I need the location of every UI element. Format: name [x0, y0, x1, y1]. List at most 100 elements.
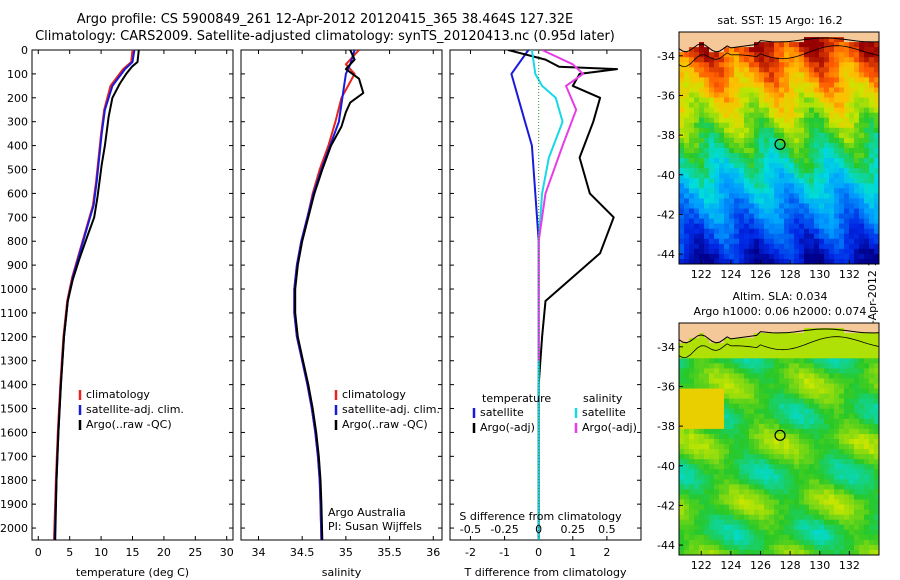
- map-cell: [744, 378, 750, 384]
- map-cell: [784, 67, 790, 73]
- map-cell: [684, 439, 690, 445]
- map-cell: [724, 72, 730, 78]
- map-cell: [834, 132, 840, 139]
- map-cell: [754, 373, 760, 379]
- map-cell: [869, 393, 875, 400]
- map-cell: [734, 198, 740, 204]
- map-cell: [849, 127, 855, 134]
- map-cell: [729, 127, 735, 134]
- map-cell: [709, 539, 715, 546]
- map-cell: [709, 37, 715, 43]
- map-cell: [794, 243, 800, 250]
- map-cell: [804, 338, 810, 344]
- map-cell: [789, 142, 795, 149]
- map-cell: [789, 37, 795, 43]
- map-cell: [719, 418, 725, 425]
- map-cell: [854, 112, 860, 119]
- map-cell: [839, 388, 845, 395]
- map-cell: [829, 449, 835, 455]
- map-cell: [769, 338, 775, 344]
- map-cell: [699, 408, 705, 415]
- map-cell: [709, 328, 715, 334]
- map-cell: [734, 77, 740, 83]
- map-cell: [819, 132, 825, 139]
- map-cell: [844, 449, 850, 455]
- map-cell: [809, 248, 815, 255]
- map-cell: [859, 148, 865, 154]
- map-cell: [754, 544, 760, 551]
- map-cell: [679, 403, 685, 410]
- map-cell: [819, 153, 825, 159]
- map-cell: [859, 549, 865, 555]
- map-cell: [699, 439, 705, 445]
- map-cell: [809, 353, 815, 359]
- map-cell: [794, 32, 800, 38]
- map-cell: [799, 137, 805, 144]
- map-cell: [729, 323, 735, 329]
- map-cell: [869, 398, 875, 405]
- map-cell: [789, 42, 795, 48]
- map-cell: [804, 504, 810, 511]
- map-cell: [739, 433, 745, 440]
- map-cell: [874, 479, 879, 485]
- map-cell: [699, 449, 705, 455]
- map-cell: [724, 484, 730, 490]
- map-cell: [699, 494, 705, 500]
- map-cell: [799, 403, 805, 410]
- map-cell: [719, 82, 725, 88]
- map-cell: [784, 228, 790, 235]
- map-cell: [804, 228, 810, 235]
- map-cell: [779, 42, 785, 48]
- map-cell: [714, 439, 720, 445]
- map-cell: [744, 474, 750, 480]
- map-cell: [814, 137, 820, 144]
- map-cell: [874, 459, 879, 465]
- map-cell: [819, 107, 825, 114]
- map-cell: [814, 72, 820, 78]
- map-cell: [809, 233, 815, 240]
- map-cell: [809, 148, 815, 154]
- map-cell: [854, 117, 860, 124]
- map-cell: [679, 388, 685, 395]
- map-cell: [729, 529, 735, 536]
- map-cell: [774, 449, 780, 455]
- map-cell: [709, 474, 715, 480]
- map-cell: [734, 549, 740, 555]
- map-cell: [839, 208, 845, 214]
- map-cell: [804, 233, 810, 240]
- map-cell: [844, 383, 850, 389]
- map-cell: [759, 489, 765, 495]
- map-cell: [719, 383, 725, 389]
- map-cell: [704, 107, 710, 114]
- map-cell: [874, 42, 879, 48]
- map-cell: [834, 373, 840, 379]
- map-cell: [779, 479, 785, 485]
- map-cell: [794, 439, 800, 445]
- map-cell: [759, 418, 765, 425]
- map-cell: [824, 238, 830, 245]
- map-cell: [759, 504, 765, 511]
- map-cell: [759, 107, 765, 114]
- map-cell: [849, 358, 855, 364]
- map-cell: [839, 353, 845, 359]
- map-cell: [864, 373, 870, 379]
- map-cell: [739, 338, 745, 344]
- map-cell: [829, 499, 835, 505]
- map-cell: [779, 474, 785, 480]
- map-cell: [724, 348, 730, 354]
- map-cell: [774, 514, 780, 521]
- map-cell: [839, 102, 845, 109]
- map-cell: [759, 62, 765, 68]
- map-cell: [684, 178, 690, 184]
- map-cell: [824, 72, 830, 78]
- map-cell: [764, 52, 770, 58]
- map-cell: [744, 102, 750, 109]
- map-cell: [784, 333, 790, 339]
- map-cell: [749, 524, 755, 531]
- map-cell: [739, 494, 745, 500]
- map-cell: [849, 338, 855, 344]
- map-cell: [699, 464, 705, 470]
- map-cell: [719, 378, 725, 384]
- map-cell: [799, 32, 805, 38]
- map-cell: [784, 494, 790, 500]
